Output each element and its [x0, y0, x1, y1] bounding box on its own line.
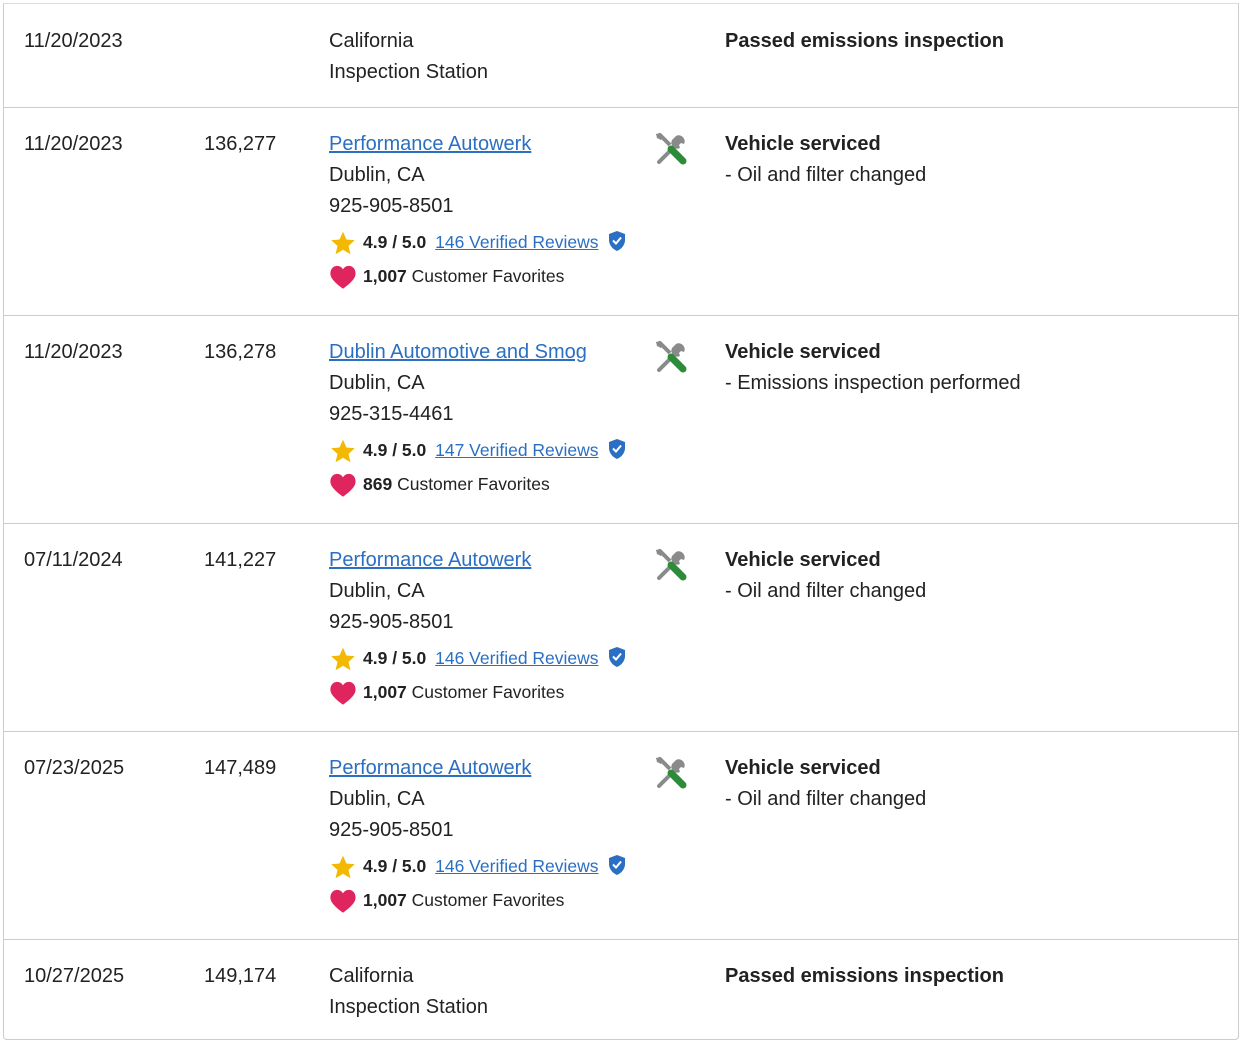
customer-favorites: 1,007 Customer Favorites: [329, 680, 564, 706]
record-date: 07/23/2025: [24, 757, 125, 779]
description-title: Vehicle serviced: [725, 133, 881, 155]
description-title: Vehicle serviced: [725, 549, 881, 571]
description-title: Passed emissions inspection: [725, 965, 1004, 987]
customer-favorites: 1,007 Customer Favorites: [329, 264, 564, 290]
verified-reviews-link[interactable]: 147 Verified Reviews: [435, 440, 599, 461]
shop-location: Dublin, CA: [329, 579, 425, 602]
source-line-2: Inspection Station: [329, 60, 488, 83]
record-date: 11/20/2023: [24, 30, 123, 52]
record-description: Vehicle serviced - Oil and filter change…: [725, 545, 926, 607]
favorites-count: 1,007: [363, 890, 407, 910]
record-date: 11/20/2023: [24, 133, 123, 155]
record-source: Performance Autowerk Dublin, CA 925-905-…: [329, 129, 531, 221]
verified-badge-icon: [609, 647, 626, 667]
shop-name-link[interactable]: Performance Autowerk: [329, 757, 532, 779]
history-row: 11/20/2023 136,277 Performance Autowerk …: [4, 107, 1238, 316]
favorites-label: Customer Favorites: [411, 682, 565, 702]
heart-icon: [330, 890, 356, 914]
history-row: 07/23/2025 147,489 Performance Autowerk …: [4, 731, 1238, 940]
shop-location: Dublin, CA: [329, 787, 425, 810]
shop-name-link[interactable]: Dublin Automotive and Smog: [329, 341, 587, 363]
favorites-label: Customer Favorites: [397, 474, 550, 494]
shop-rating: 4.9 / 5.0 146 Verified Reviews: [329, 854, 627, 881]
description-item: - Emissions inspection performed: [725, 371, 1021, 394]
rating-value: 4.9 / 5.0: [363, 232, 427, 253]
favorites-label: Customer Favorites: [411, 890, 565, 910]
source-line-1: California: [329, 30, 414, 52]
odometer-reading: 147,489: [204, 757, 277, 779]
description-title: Passed emissions inspection: [725, 30, 1004, 52]
source-line-2: Inspection Station: [329, 995, 488, 1018]
favorites-count: 1,007: [363, 682, 407, 702]
heart-icon: [330, 682, 356, 706]
shop-rating: 4.9 / 5.0 146 Verified Reviews: [329, 646, 627, 673]
description-title: Vehicle serviced: [725, 341, 881, 363]
rating-value: 4.9 / 5.0: [363, 648, 427, 669]
verified-badge-icon: [609, 855, 626, 875]
description-item: - Oil and filter changed: [725, 163, 927, 186]
shop-phone: 925-905-8501: [329, 818, 454, 841]
rating-value: 4.9 / 5.0: [363, 856, 427, 877]
shop-rating: 4.9 / 5.0 147 Verified Reviews: [329, 438, 627, 465]
source-line-1: California: [329, 965, 414, 987]
shop-location: Dublin, CA: [329, 371, 425, 394]
verified-badge-icon: [609, 439, 626, 459]
shop-phone: 925-905-8501: [329, 194, 454, 217]
record-description: Passed emissions inspection: [725, 961, 1004, 992]
rating-value: 4.9 / 5.0: [363, 440, 427, 461]
record-date: 10/27/2025: [24, 965, 125, 987]
shop-rating: 4.9 / 5.0 146 Verified Reviews: [329, 230, 627, 257]
heart-icon: [330, 474, 356, 498]
tools-icon: [654, 131, 690, 167]
verified-reviews-link[interactable]: 146 Verified Reviews: [435, 232, 599, 253]
shop-location: Dublin, CA: [329, 163, 425, 186]
tools-icon: [654, 755, 690, 791]
odometer-reading: 136,278: [204, 341, 277, 363]
verified-reviews-link[interactable]: 146 Verified Reviews: [435, 648, 599, 669]
odometer-reading: 136,277: [204, 133, 277, 155]
star-icon: [331, 855, 355, 879]
description-title: Vehicle serviced: [725, 757, 881, 779]
star-icon: [331, 439, 355, 463]
favorites-count: 869: [363, 474, 393, 494]
tools-icon: [654, 339, 690, 375]
shop-phone: 925-905-8501: [329, 610, 454, 633]
record-source: Performance Autowerk Dublin, CA 925-905-…: [329, 753, 531, 845]
record-source: Dublin Automotive and Smog Dublin, CA 92…: [329, 337, 587, 429]
record-description: Vehicle serviced - Oil and filter change…: [725, 753, 926, 815]
tools-icon: [654, 547, 690, 583]
shop-name-link[interactable]: Performance Autowerk: [329, 133, 532, 155]
description-item: - Oil and filter changed: [725, 787, 927, 810]
record-source: Performance Autowerk Dublin, CA 925-905-…: [329, 545, 531, 637]
record-description: Vehicle serviced - Emissions inspection …: [725, 337, 1021, 399]
star-icon: [331, 231, 355, 255]
shop-phone: 925-315-4461: [329, 402, 454, 425]
record-description: Passed emissions inspection: [725, 26, 1004, 57]
record-source: California Inspection Station: [329, 26, 488, 88]
description-item: - Oil and filter changed: [725, 579, 927, 602]
record-description: Vehicle serviced - Oil and filter change…: [725, 129, 926, 191]
heart-icon: [330, 266, 356, 290]
record-date: 07/11/2024: [24, 549, 123, 571]
star-icon: [331, 647, 355, 671]
verified-badge-icon: [609, 231, 626, 251]
history-row: 11/20/2023 136,278 Dublin Automotive and…: [4, 315, 1238, 524]
customer-favorites: 1,007 Customer Favorites: [329, 888, 564, 914]
favorites-label: Customer Favorites: [411, 266, 565, 286]
history-row: 10/27/2025 149,174 California Inspection…: [4, 939, 1238, 1039]
customer-favorites: 869 Customer Favorites: [329, 472, 550, 498]
history-row: 07/11/2024 141,227 Performance Autowerk …: [4, 523, 1238, 732]
shop-name-link[interactable]: Performance Autowerk: [329, 549, 532, 571]
verified-reviews-link[interactable]: 146 Verified Reviews: [435, 856, 599, 877]
favorites-count: 1,007: [363, 266, 407, 286]
record-source: California Inspection Station: [329, 961, 488, 1023]
service-history-table: 11/20/2023 California Inspection Station…: [3, 3, 1239, 1040]
odometer-reading: 149,174: [204, 965, 277, 987]
odometer-reading: 141,227: [204, 549, 277, 571]
history-row: 11/20/2023 California Inspection Station…: [4, 4, 1238, 108]
record-date: 11/20/2023: [24, 341, 123, 363]
